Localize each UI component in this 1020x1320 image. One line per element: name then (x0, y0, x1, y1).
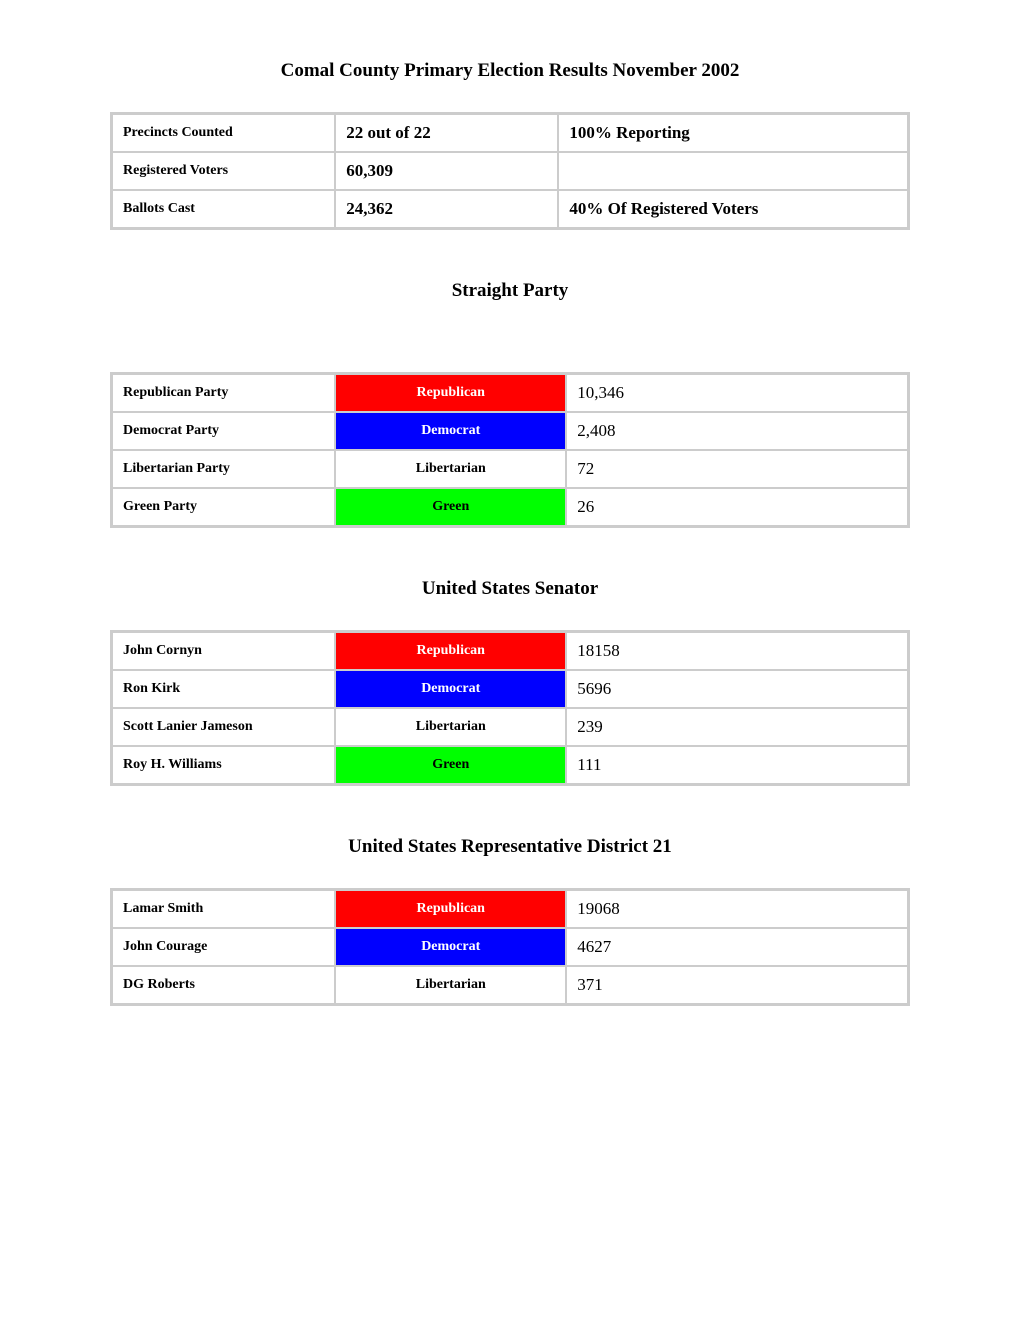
table-row: Ballots Cast24,36240% Of Registered Vote… (113, 191, 907, 227)
table-row: Scott Lanier JamesonLibertarian239 (113, 709, 907, 745)
senator-table: John CornynRepublican18158Ron KirkDemocr… (110, 630, 910, 786)
votes-count: 19068 (567, 891, 907, 927)
summary-value: 60,309 (336, 153, 557, 189)
representative-title: United States Representative District 21 (110, 836, 910, 858)
summary-label: Registered Voters (113, 153, 334, 189)
candidate-name: Ron Kirk (113, 671, 334, 707)
table-row: Democrat PartyDemocrat2,408 (113, 413, 907, 449)
candidate-name: Lamar Smith (113, 891, 334, 927)
summary-note: 40% Of Registered Voters (559, 191, 907, 227)
votes-count: 10,346 (567, 375, 907, 411)
candidate-name: Green Party (113, 489, 334, 525)
table-row: Ron KirkDemocrat5696 (113, 671, 907, 707)
table-row: Libertarian PartyLibertarian72 (113, 451, 907, 487)
table-row: Green PartyGreen26 (113, 489, 907, 525)
table-row: DG RobertsLibertarian371 (113, 967, 907, 1003)
party-label: Democrat (336, 413, 565, 449)
table-row: John CornynRepublican18158 (113, 633, 907, 669)
votes-count: 2,408 (567, 413, 907, 449)
candidate-name: Scott Lanier Jameson (113, 709, 334, 745)
table-row: Republican PartyRepublican10,346 (113, 375, 907, 411)
summary-value: 22 out of 22 (336, 115, 557, 151)
party-label: Republican (336, 375, 565, 411)
summary-table: Precincts Counted22 out of 22100% Report… (110, 112, 910, 230)
party-label: Libertarian (336, 967, 565, 1003)
party-label: Republican (336, 891, 565, 927)
votes-count: 18158 (567, 633, 907, 669)
senator-title: United States Senator (110, 578, 910, 600)
table-row: Lamar SmithRepublican19068 (113, 891, 907, 927)
table-row: Precincts Counted22 out of 22100% Report… (113, 115, 907, 151)
straight-party-title: Straight Party (110, 280, 910, 302)
votes-count: 72 (567, 451, 907, 487)
page-title: Comal County Primary Election Results No… (110, 60, 910, 82)
summary-note: 100% Reporting (559, 115, 907, 151)
votes-count: 371 (567, 967, 907, 1003)
summary-value: 24,362 (336, 191, 557, 227)
party-label: Democrat (336, 929, 565, 965)
representative-table: Lamar SmithRepublican19068John CourageDe… (110, 888, 910, 1006)
party-label: Green (336, 489, 565, 525)
party-label: Libertarian (336, 709, 565, 745)
candidate-name: Roy H. Williams (113, 747, 334, 783)
party-label: Green (336, 747, 565, 783)
party-label: Democrat (336, 671, 565, 707)
votes-count: 5696 (567, 671, 907, 707)
table-row: Registered Voters60,309 (113, 153, 907, 189)
summary-note (559, 153, 907, 189)
candidate-name: Democrat Party (113, 413, 334, 449)
table-row: John CourageDemocrat4627 (113, 929, 907, 965)
party-label: Libertarian (336, 451, 565, 487)
candidate-name: John Courage (113, 929, 334, 965)
candidate-name: DG Roberts (113, 967, 334, 1003)
votes-count: 4627 (567, 929, 907, 965)
candidate-name: Republican Party (113, 375, 334, 411)
party-label: Republican (336, 633, 565, 669)
table-row: Roy H. WilliamsGreen111 (113, 747, 907, 783)
candidate-name: John Cornyn (113, 633, 334, 669)
straight-party-table: Republican PartyRepublican10,346Democrat… (110, 372, 910, 528)
candidate-name: Libertarian Party (113, 451, 334, 487)
votes-count: 26 (567, 489, 907, 525)
votes-count: 111 (567, 747, 907, 783)
summary-label: Ballots Cast (113, 191, 334, 227)
votes-count: 239 (567, 709, 907, 745)
summary-label: Precincts Counted (113, 115, 334, 151)
